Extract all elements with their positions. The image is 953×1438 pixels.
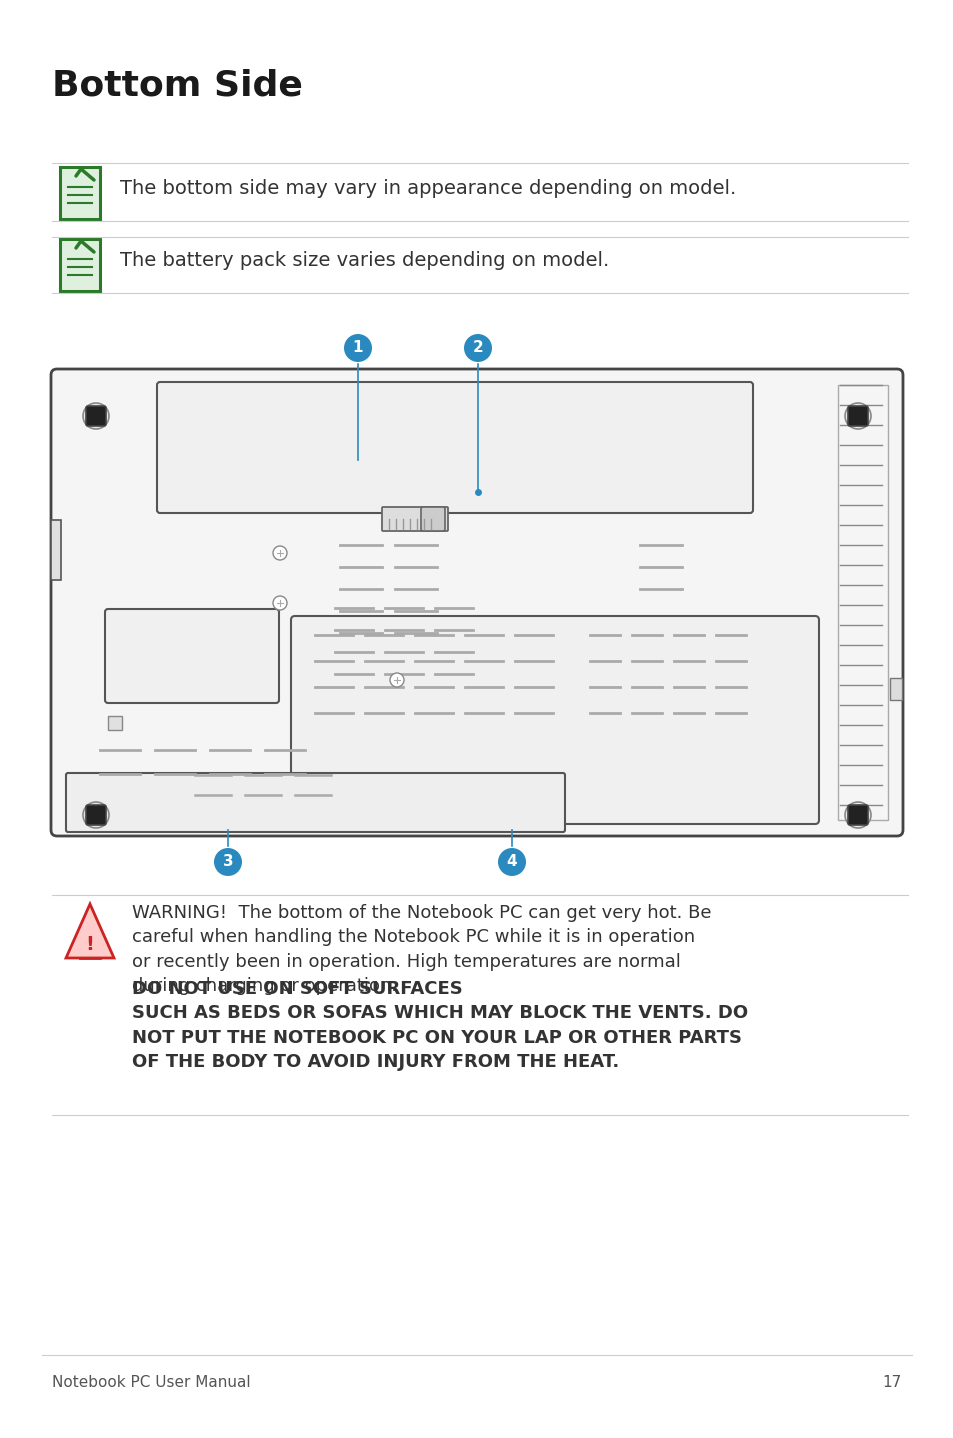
- FancyBboxPatch shape: [60, 239, 100, 290]
- FancyBboxPatch shape: [847, 406, 867, 426]
- Circle shape: [390, 673, 403, 687]
- FancyBboxPatch shape: [108, 716, 122, 731]
- Circle shape: [273, 595, 287, 610]
- Text: 3: 3: [222, 854, 233, 870]
- Circle shape: [844, 403, 870, 429]
- FancyBboxPatch shape: [86, 805, 106, 825]
- Text: The battery pack size varies depending on model.: The battery pack size varies depending o…: [120, 252, 609, 270]
- Text: 1: 1: [353, 341, 363, 355]
- FancyBboxPatch shape: [51, 370, 902, 835]
- Circle shape: [344, 334, 372, 362]
- Text: Bottom Side: Bottom Side: [52, 68, 302, 102]
- FancyBboxPatch shape: [66, 774, 564, 833]
- Text: 4: 4: [506, 854, 517, 870]
- Circle shape: [844, 802, 870, 828]
- FancyBboxPatch shape: [889, 677, 901, 700]
- Text: The bottom side may vary in appearance depending on model.: The bottom side may vary in appearance d…: [120, 180, 736, 198]
- FancyBboxPatch shape: [381, 508, 448, 531]
- FancyBboxPatch shape: [291, 615, 818, 824]
- FancyBboxPatch shape: [105, 610, 278, 703]
- Circle shape: [83, 802, 109, 828]
- FancyBboxPatch shape: [86, 406, 106, 426]
- Circle shape: [213, 848, 242, 876]
- Circle shape: [497, 848, 525, 876]
- Text: 17: 17: [882, 1375, 901, 1391]
- Circle shape: [83, 403, 109, 429]
- FancyBboxPatch shape: [51, 521, 61, 580]
- Text: !: !: [86, 935, 94, 953]
- FancyBboxPatch shape: [157, 383, 752, 513]
- Circle shape: [463, 334, 492, 362]
- Text: Notebook PC User Manual: Notebook PC User Manual: [52, 1375, 251, 1391]
- Text: DO NOT USE ON SOFT SURFACES
SUCH AS BEDS OR SOFAS WHICH MAY BLOCK THE VENTS. DO
: DO NOT USE ON SOFT SURFACES SUCH AS BEDS…: [132, 981, 747, 1071]
- FancyBboxPatch shape: [420, 508, 444, 531]
- Polygon shape: [66, 905, 113, 958]
- Text: WARNING!  The bottom of the Notebook PC can get very hot. Be
careful when handli: WARNING! The bottom of the Notebook PC c…: [132, 905, 711, 995]
- FancyBboxPatch shape: [60, 167, 100, 219]
- Circle shape: [273, 546, 287, 559]
- Text: 2: 2: [472, 341, 483, 355]
- FancyBboxPatch shape: [847, 805, 867, 825]
